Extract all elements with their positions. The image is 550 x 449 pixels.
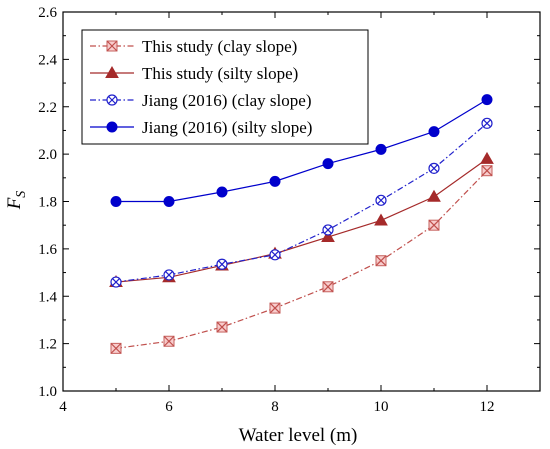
x-tick-label: 6 [165, 399, 173, 415]
series-1 [110, 165, 493, 354]
y-tick-label: 1.8 [38, 195, 57, 211]
data-point [216, 321, 228, 333]
data-point [375, 194, 387, 206]
y-tick-label: 1.2 [38, 337, 57, 353]
legend-entry: This study (clay slope) [90, 37, 297, 56]
legend: This study (clay slope) This study (silty… [81, 29, 369, 145]
y-tick-label: 2.2 [38, 100, 57, 116]
legend-entry: Jiang (2016) (silty slope) [90, 118, 312, 137]
y-axis-title-sub: S [14, 191, 29, 198]
data-point [269, 249, 281, 261]
data-point [110, 196, 122, 207]
data-point [481, 165, 493, 177]
data-point [428, 126, 440, 138]
data-point [216, 186, 228, 198]
data-point [322, 158, 334, 170]
legend-entry: Jiang (2016) (clay slope) [90, 91, 311, 110]
y-tick-label: 2.6 [38, 5, 57, 21]
y-tick-label: 1.4 [38, 289, 57, 305]
series-line [115, 122, 488, 283]
data-point [110, 342, 122, 354]
legend-box [81, 29, 369, 145]
series-line [115, 170, 488, 349]
data-point [163, 196, 175, 207]
y-tick-label: 1.6 [38, 242, 57, 258]
legend-marker [105, 65, 119, 78]
x-axis-title: Water level (m) [239, 425, 358, 446]
data-point [428, 219, 440, 231]
legend-label: Jiang (2016) (silty slope) [142, 118, 312, 137]
legend-label: Jiang (2016) (clay slope) [142, 91, 311, 110]
data-point [481, 94, 493, 106]
series-4 [110, 94, 493, 207]
x-tick-label: 12 [480, 399, 495, 415]
x-tick-label: 10 [374, 399, 389, 415]
data-point [163, 269, 175, 281]
legend-label: This study (silty slope) [142, 64, 298, 83]
y-tick-label: 2.0 [38, 147, 57, 163]
series-line [116, 99, 488, 203]
y-axis-title-main: F [4, 197, 25, 210]
data-point [322, 281, 334, 293]
y-axis-title: FS [4, 191, 29, 211]
y-tick-label: 2.4 [38, 52, 57, 68]
data-point [269, 175, 281, 187]
legend-entry: This study (silty slope) [90, 64, 298, 83]
data-point [375, 143, 387, 155]
legend-marker [106, 121, 118, 133]
data-point [321, 230, 335, 243]
legend-marker [106, 40, 118, 52]
series-3 [110, 117, 493, 288]
axes: 4 6 8 10 12 1.0 1.2 1.4 1.6 1.8 2.0 2.2 2.4 2.6 [38, 5, 541, 415]
data-point [163, 335, 175, 347]
data-point [375, 255, 387, 267]
data-point [480, 151, 494, 164]
data-point [427, 189, 441, 202]
x-tick-label: 8 [271, 399, 279, 415]
legend-label: This study (clay slope) [142, 37, 297, 56]
data-point [481, 117, 493, 129]
data-point [216, 258, 228, 270]
legend-marker [106, 94, 118, 106]
data-point [428, 162, 440, 174]
series-layer [109, 94, 494, 354]
x-tick-label: 4 [59, 399, 67, 415]
data-point [269, 302, 281, 314]
data-point [322, 224, 334, 236]
data-point [374, 213, 388, 226]
series-line [115, 158, 488, 283]
y-tick-label: 1.0 [38, 384, 57, 400]
data-point [110, 276, 122, 288]
